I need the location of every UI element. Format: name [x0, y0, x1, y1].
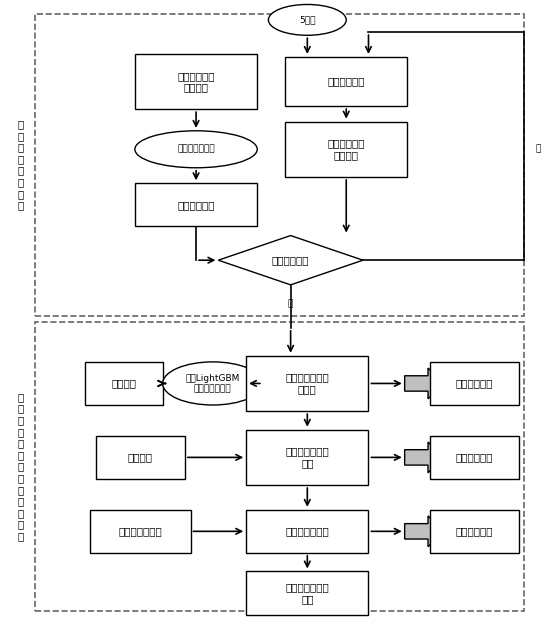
FancyBboxPatch shape [430, 362, 519, 405]
FancyBboxPatch shape [135, 54, 257, 109]
Ellipse shape [163, 362, 263, 405]
FancyBboxPatch shape [285, 57, 408, 106]
Text: 热点区域人流
实时监控: 热点区域人流 实时监控 [328, 139, 365, 160]
Text: 重力模型: 重力模型 [128, 452, 153, 462]
Text: 实
时
人
流
监
测
预
警: 实 时 人 流 监 测 预 警 [18, 119, 24, 210]
FancyBboxPatch shape [285, 121, 408, 177]
Text: 交通需求预测: 交通需求预测 [456, 378, 493, 389]
Text: 各交通小区交通
需求: 各交通小区交通 需求 [286, 446, 329, 468]
FancyBboxPatch shape [246, 510, 368, 553]
FancyBboxPatch shape [246, 571, 368, 615]
Text: 特征工程: 特征工程 [111, 378, 136, 389]
Text: 交通分布预测: 交通分布预测 [456, 452, 493, 462]
Text: 带活动标签的
人流数据: 带活动标签的 人流数据 [177, 71, 215, 92]
FancyBboxPatch shape [85, 362, 163, 405]
Text: 交通方式划分: 交通方式划分 [456, 526, 493, 536]
Polygon shape [405, 516, 444, 547]
Text: 腾讯人流数据: 腾讯人流数据 [328, 77, 365, 87]
FancyBboxPatch shape [91, 510, 191, 553]
Text: 各交通方式需求: 各交通方式需求 [286, 526, 329, 536]
FancyBboxPatch shape [430, 436, 519, 479]
Text: 是: 是 [288, 299, 293, 308]
Text: 各类型车调度车
辆数: 各类型车调度车 辆数 [286, 582, 329, 604]
Text: 5分钟: 5分钟 [299, 15, 316, 24]
Ellipse shape [135, 131, 257, 168]
Ellipse shape [268, 4, 346, 35]
Polygon shape [405, 368, 444, 399]
Text: 未来两小时最大
人流数: 未来两小时最大 人流数 [286, 373, 329, 394]
Text: 是否触发预警: 是否触发预警 [272, 255, 309, 265]
FancyBboxPatch shape [430, 510, 519, 553]
Polygon shape [405, 442, 444, 473]
FancyBboxPatch shape [246, 356, 368, 411]
Text: 转移曲线模型法: 转移曲线模型法 [119, 526, 162, 536]
Text: 基
于
四
阶
段
法
的
调
度
方
案
确
定: 基 于 四 阶 段 法 的 调 度 方 案 确 定 [18, 392, 24, 541]
FancyBboxPatch shape [246, 430, 368, 485]
Polygon shape [219, 236, 363, 285]
Text: 否: 否 [536, 145, 541, 154]
Text: 基于LightGBM
的短时人流预测: 基于LightGBM 的短时人流预测 [186, 374, 240, 393]
Text: 人流预警阈值: 人流预警阈值 [177, 200, 215, 210]
Text: 决策树分类算法: 决策树分类算法 [177, 145, 215, 154]
FancyBboxPatch shape [135, 183, 257, 227]
FancyBboxPatch shape [96, 436, 185, 479]
